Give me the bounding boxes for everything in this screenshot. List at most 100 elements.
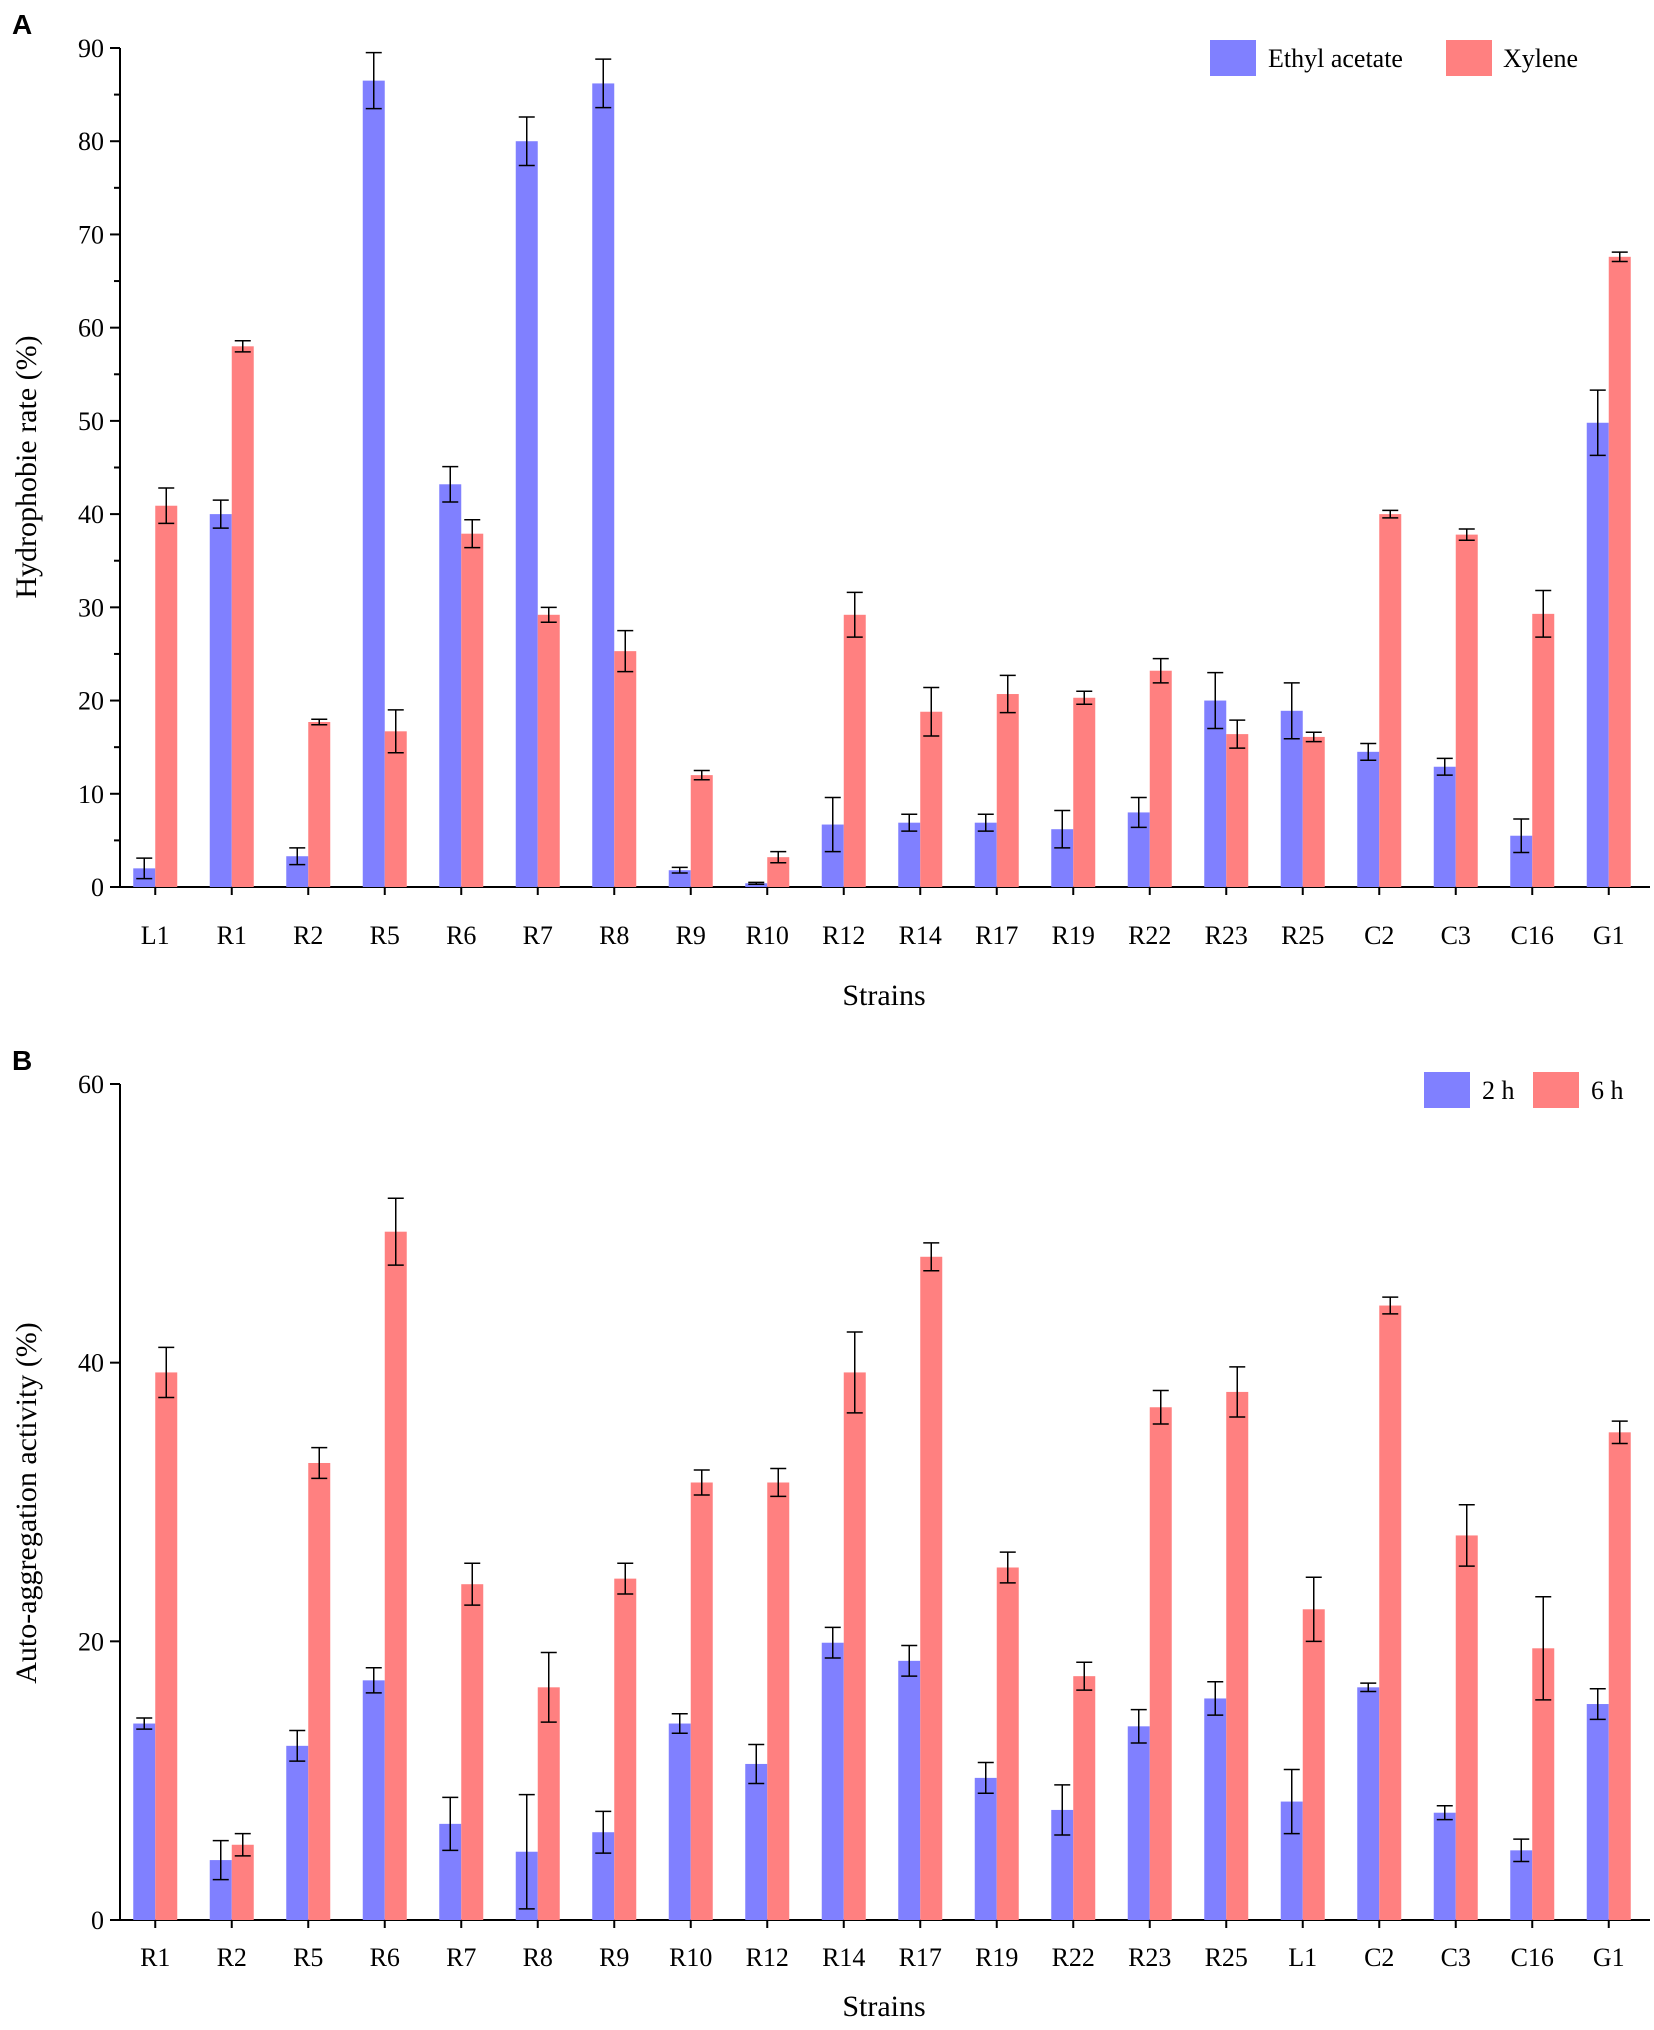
panel-b-legend-swatch-2-h bbox=[1424, 1072, 1470, 1108]
panel-b-bar-6-h bbox=[1302, 1609, 1325, 1920]
panel-a-bar-xylene bbox=[920, 711, 943, 887]
panel-b-bar-2-h bbox=[1127, 1726, 1150, 1920]
panel-a-bar-xylene bbox=[1226, 734, 1249, 887]
panel-b-y-tick-label: 60 bbox=[78, 1070, 104, 1099]
panel-a-legend-swatch-xylene bbox=[1446, 40, 1492, 76]
panel-b-bar-6-h bbox=[155, 1372, 178, 1920]
panel-a-bar-ethyl-acetate bbox=[745, 883, 768, 887]
panel-b-x-tick-label: R7 bbox=[446, 1943, 476, 1972]
panel-a-bar-ethyl-acetate bbox=[439, 484, 462, 887]
panel-a: A 0 10 20 30 40 50 60 70 80 90 Hydrophobie rate (%)… bbox=[10, 9, 1650, 1012]
panel-a-y-tick-label: 50 bbox=[78, 407, 104, 436]
panel-b-bar-6-h bbox=[767, 1482, 790, 1920]
panel-a-bar-xylene bbox=[996, 694, 1019, 887]
panel-a-bar-xylene bbox=[537, 614, 560, 887]
panel-b-x-tick-label: R25 bbox=[1205, 1943, 1248, 1972]
panel-b-bar-2-h bbox=[1433, 1812, 1456, 1920]
panel-a-x-tick-label: L1 bbox=[141, 921, 170, 950]
panel-a-bar-ethyl-acetate bbox=[1510, 835, 1533, 887]
panel-b-x-tick-label: R2 bbox=[217, 1943, 247, 1972]
panel-b-bar-6-h bbox=[1532, 1648, 1555, 1920]
panel-a-y-tick-label: 0 bbox=[91, 873, 104, 902]
panel-a-x-tick-label: R1 bbox=[217, 921, 247, 950]
panel-b-bar-6-h bbox=[1379, 1305, 1402, 1920]
panel-b-bar-2-h bbox=[821, 1642, 844, 1920]
panel-b-legend-label: 6 h bbox=[1591, 1076, 1624, 1105]
panel-b-bar-2-h bbox=[668, 1723, 691, 1920]
panel-a-bar-ethyl-acetate bbox=[821, 824, 844, 887]
panel-a-x-tick-label: R22 bbox=[1128, 921, 1171, 950]
panel-a-bar-ethyl-acetate bbox=[209, 514, 232, 887]
panel-b-x-tick-label: R22 bbox=[1052, 1943, 1095, 1972]
panel-a-bar-xylene bbox=[1073, 697, 1096, 887]
panel-b-x-tick-label: C2 bbox=[1364, 1943, 1394, 1972]
panel-b-bar-6-h bbox=[231, 1844, 254, 1920]
panel-a-x-tick-label: R19 bbox=[1052, 921, 1095, 950]
panel-b-bar-2-h bbox=[974, 1777, 997, 1920]
panel-a-x-tick-label: R25 bbox=[1281, 921, 1324, 950]
panel-b-x-tick-label: R5 bbox=[293, 1943, 323, 1972]
panel-b-bar-6-h bbox=[690, 1482, 713, 1920]
panel-b-x-tick-label: G1 bbox=[1593, 1943, 1625, 1972]
panel-a-bar-ethyl-acetate bbox=[515, 141, 538, 887]
panel-a-x-tick-label: R8 bbox=[599, 921, 629, 950]
panel-b-x-tick-label: C16 bbox=[1511, 1943, 1554, 1972]
panel-a-y-axis-label: Hydrophobie rate (%) bbox=[10, 335, 43, 598]
panel-a-bar-xylene bbox=[843, 614, 866, 887]
panel-a-bar-ethyl-acetate bbox=[974, 822, 997, 887]
panel-b: B 0 20 40 60 Auto-aggregation activity (%) Str… bbox=[10, 1045, 1650, 2023]
panel-b-bar-2-h bbox=[1357, 1687, 1380, 1920]
panel-b-x-axis-label: Strains bbox=[842, 1990, 925, 2023]
panel-b-bar-6-h bbox=[537, 1687, 560, 1920]
panel-b-bar-6-h bbox=[1073, 1676, 1096, 1920]
panel-b-bar-2-h bbox=[1051, 1809, 1074, 1920]
panel-b-bar-6-h bbox=[920, 1256, 943, 1920]
panel-b-bar-6-h bbox=[843, 1372, 866, 1920]
panel-b-legend-label: 2 h bbox=[1482, 1076, 1515, 1105]
panel-b-y-tick-label: 40 bbox=[78, 1349, 104, 1378]
panel-b-bar-2-h bbox=[439, 1823, 462, 1920]
panel-b-x-tick-label: R9 bbox=[599, 1943, 629, 1972]
panel-b-bar-6-h bbox=[384, 1231, 407, 1920]
panel-a-legend-label: Ethyl acetate bbox=[1268, 44, 1403, 73]
panel-a-bar-xylene bbox=[1532, 613, 1555, 887]
panel-b-bar-6-h bbox=[1149, 1407, 1172, 1920]
panel-a-bar-xylene bbox=[155, 505, 178, 887]
panel-a-y-tick-label: 60 bbox=[78, 314, 104, 343]
panel-b-x-tick-label: C3 bbox=[1441, 1943, 1471, 1972]
panel-b-legend-swatch-6-h bbox=[1533, 1072, 1579, 1108]
panel-a-x-tick-label: R10 bbox=[746, 921, 789, 950]
panel-a-y-tick-label: 70 bbox=[78, 220, 104, 249]
panel-b-x-tick-label: R12 bbox=[746, 1943, 789, 1972]
panel-b-bar-2-h bbox=[592, 1832, 615, 1920]
panel-a-bar-ethyl-acetate bbox=[1280, 710, 1303, 887]
panel-b-bar-6-h bbox=[1226, 1391, 1249, 1920]
panel-a-bar-ethyl-acetate bbox=[898, 822, 921, 887]
panel-b-x-tick-label: L1 bbox=[1288, 1943, 1317, 1972]
panel-a-y-tick-label: 40 bbox=[78, 500, 104, 529]
panel-a-bar-xylene bbox=[690, 775, 713, 887]
panel-a-bar-ethyl-acetate bbox=[362, 80, 385, 887]
panel-b-x-tick-label: R17 bbox=[899, 1943, 942, 1972]
panel-b-x-tick-label: R14 bbox=[822, 1943, 865, 1972]
panel-b-x-tick-label: R19 bbox=[975, 1943, 1018, 1972]
panel-b-x-tick-label: R1 bbox=[140, 1943, 170, 1972]
panel-b-bar-6-h bbox=[308, 1462, 331, 1920]
panel-a-bar-xylene bbox=[231, 346, 254, 887]
panel-b-bar-2-h bbox=[133, 1723, 156, 1920]
panel-a-x-tick-label: R12 bbox=[822, 921, 865, 950]
panel-b-x-tick-label: R8 bbox=[523, 1943, 553, 1972]
panel-a-x-tick-label: C3 bbox=[1441, 921, 1471, 950]
panel-b-x-tick-label: R23 bbox=[1128, 1943, 1171, 1972]
panel-b-bar-6-h bbox=[461, 1584, 484, 1920]
panel-a-y-tick-label: 30 bbox=[78, 593, 104, 622]
panel-a-x-tick-label: R14 bbox=[899, 921, 942, 950]
panel-b-y-axis-label: Auto-aggregation activity (%) bbox=[10, 1322, 43, 1684]
panel-b-bar-2-h bbox=[1280, 1801, 1303, 1920]
panel-a-x-tick-label: G1 bbox=[1593, 921, 1625, 950]
panel-b-y-tick-label: 20 bbox=[78, 1627, 104, 1656]
panel-a-legend-label: Xylene bbox=[1503, 44, 1578, 73]
panel-a-letter: A bbox=[12, 9, 32, 40]
